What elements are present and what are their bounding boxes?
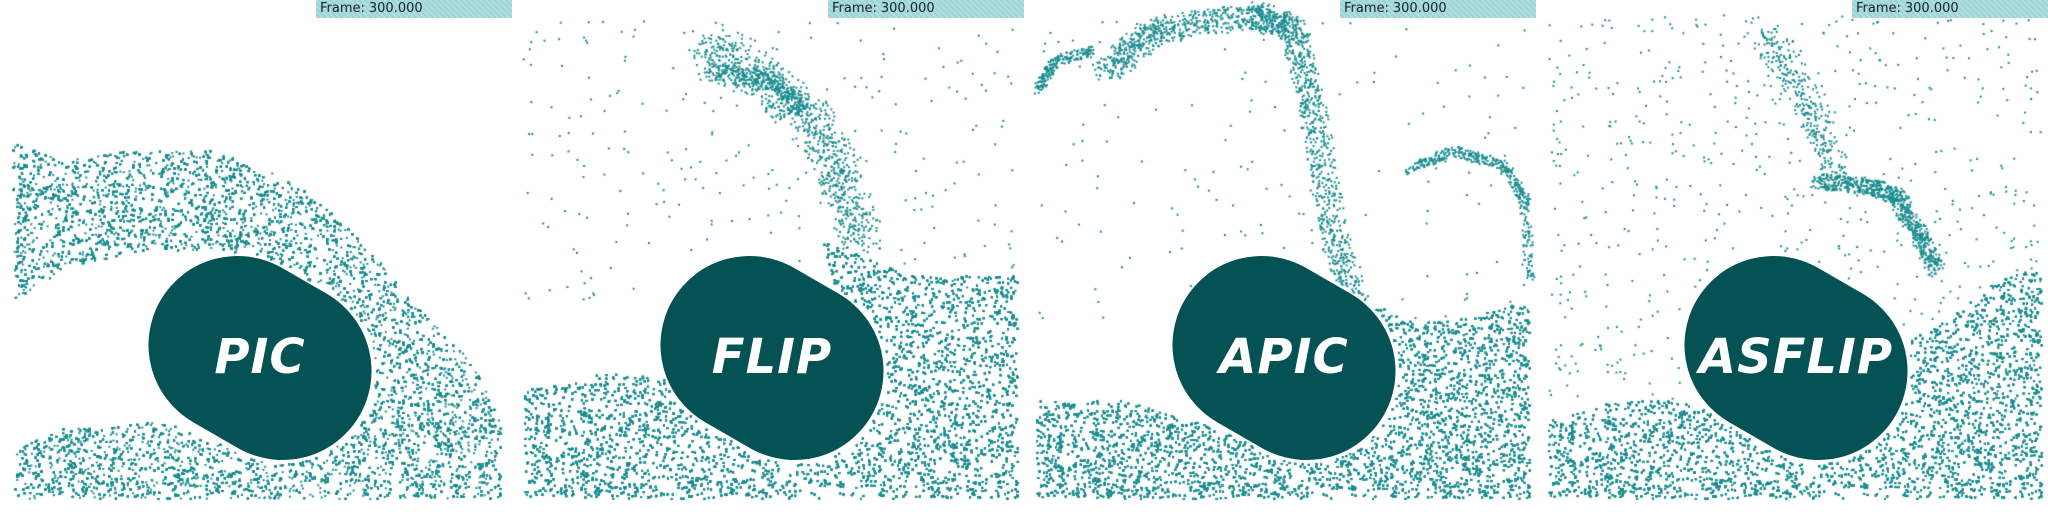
frame-counter: Frame: 300.000 bbox=[316, 0, 512, 18]
frame-counter-value: 300.000 bbox=[1392, 1, 1447, 16]
panel-apic: APIC Frame: 300.000 bbox=[1024, 0, 1536, 512]
frame-counter-value: 300.000 bbox=[880, 1, 935, 16]
frame-counter-value: 300.000 bbox=[368, 1, 423, 16]
frame-counter: Frame: 300.000 bbox=[828, 0, 1024, 18]
frame-counter-label: Frame: bbox=[320, 1, 365, 16]
frame-counter: Frame: 300.000 bbox=[1340, 0, 1536, 18]
method-label: APIC bbox=[1219, 329, 1349, 385]
frame-counter-label: Frame: bbox=[1344, 1, 1389, 16]
panel-pic: PIC Frame: 300.000 bbox=[0, 0, 512, 512]
frame-counter: Frame: 300.000 bbox=[1852, 0, 2048, 18]
method-label: FLIP bbox=[711, 329, 833, 385]
frame-counter-value: 300.000 bbox=[1904, 1, 1959, 16]
panel-asflip: ASFLIP Frame: 300.000 bbox=[1536, 0, 2048, 512]
method-label: PIC bbox=[214, 329, 306, 385]
method-label: ASFLIP bbox=[1698, 329, 1894, 385]
frame-counter-label: Frame: bbox=[1856, 1, 1901, 16]
frame-counter-label: Frame: bbox=[832, 1, 877, 16]
panel-flip: FLIP Frame: 300.000 bbox=[512, 0, 1024, 512]
